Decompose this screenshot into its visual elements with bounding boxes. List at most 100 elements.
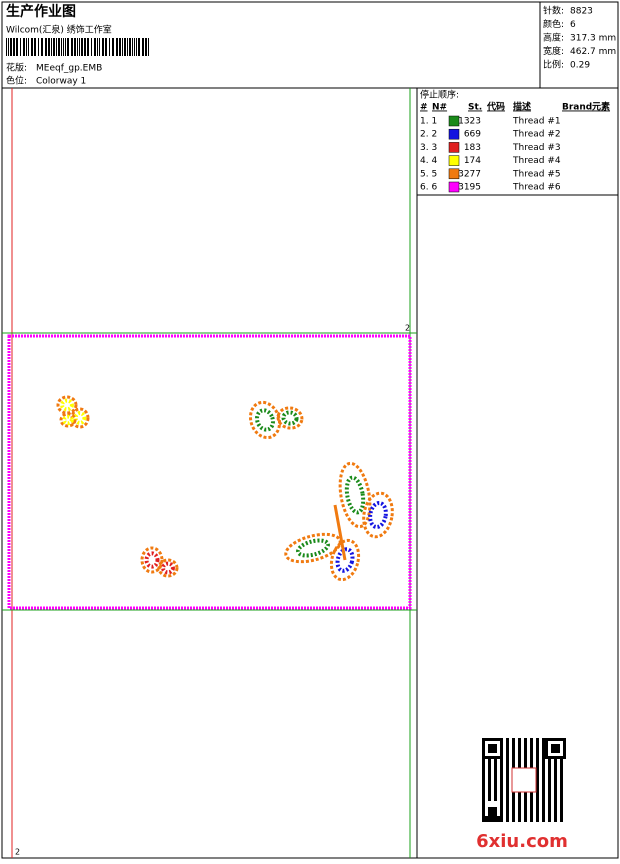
qr-cell — [494, 762, 497, 765]
qr-cell — [500, 756, 503, 759]
qr-cell — [548, 786, 551, 789]
marker: 2 — [15, 848, 20, 857]
qr-cell — [494, 792, 497, 795]
qr-cell — [548, 738, 551, 741]
qr-cell — [524, 741, 527, 744]
qr-cell — [500, 762, 503, 765]
qr-cell — [542, 765, 545, 768]
qr-cell — [500, 744, 503, 747]
qr-cell — [500, 819, 503, 822]
qr-cell — [524, 747, 527, 750]
qr-cell — [554, 804, 557, 807]
qr-cell — [554, 768, 557, 771]
qr-cell — [494, 816, 497, 819]
qr-cell — [482, 771, 485, 774]
bar — [81, 38, 83, 56]
qr-cell — [554, 765, 557, 768]
qr-cell — [494, 747, 497, 750]
qr-cell — [554, 756, 557, 759]
qr-cell — [482, 795, 485, 798]
qr-cell — [482, 744, 485, 747]
bar — [109, 38, 110, 56]
qr-cell — [491, 816, 494, 819]
wing-fill — [281, 410, 299, 426]
qr-cell — [506, 759, 509, 762]
bar — [145, 38, 147, 56]
qr-cell — [536, 771, 539, 774]
qr-cell — [548, 816, 551, 819]
qr-cell — [530, 807, 533, 810]
bar — [129, 38, 131, 56]
qr-cell — [500, 759, 503, 762]
qr-cell — [512, 762, 515, 765]
qr-cell — [530, 792, 533, 795]
qr-cell — [506, 774, 509, 777]
qr-cell — [554, 798, 557, 801]
qr-cell — [548, 792, 551, 795]
qr-cell — [545, 741, 548, 744]
qr-cell — [536, 750, 539, 753]
qr-cell — [557, 744, 560, 747]
qr-cell — [500, 738, 503, 741]
qr-cell — [491, 750, 494, 753]
qr-cell — [491, 819, 494, 822]
qr-cell — [524, 792, 527, 795]
qr-cell — [518, 756, 521, 759]
qr-cell — [551, 750, 554, 753]
qr-cell — [512, 759, 515, 762]
qr-cell — [551, 744, 554, 747]
qr-cell — [494, 750, 497, 753]
bar — [53, 38, 55, 56]
qr-cell — [524, 813, 527, 816]
qr-cell — [536, 774, 539, 777]
wing-fill — [60, 398, 74, 412]
qr-cell — [488, 759, 491, 762]
qr-cell — [506, 816, 509, 819]
qr-cell — [488, 807, 491, 810]
qr-cell — [500, 780, 503, 783]
qr-cell — [542, 786, 545, 789]
qr-cell — [518, 765, 521, 768]
qr-cell — [545, 750, 548, 753]
qr-cell — [488, 816, 491, 819]
qr-cell — [530, 753, 533, 756]
qr-cell — [482, 777, 485, 780]
qr-cell — [482, 741, 485, 744]
qr-cell — [536, 747, 539, 750]
qr-cell — [542, 768, 545, 771]
qr-cell — [500, 810, 503, 813]
qr-cell — [560, 819, 563, 822]
wing-fill — [335, 547, 355, 573]
bar — [136, 38, 137, 56]
qr-cell — [542, 750, 545, 753]
qr-cell — [482, 768, 485, 771]
qr-cell — [494, 807, 497, 810]
bar — [63, 38, 64, 56]
body — [333, 504, 347, 561]
column-header: N# — [432, 103, 447, 113]
qr-cell — [554, 777, 557, 780]
qr-cell — [494, 738, 497, 741]
bar — [79, 38, 80, 56]
qr-cell — [500, 777, 503, 780]
qr-cell — [494, 789, 497, 792]
qr-cell — [512, 813, 515, 816]
qr-cell — [554, 795, 557, 798]
qr-cell — [542, 762, 545, 765]
qr-cell — [545, 738, 548, 741]
qr-cell — [524, 759, 527, 762]
qr-cell — [512, 744, 515, 747]
qr-cell — [512, 810, 515, 813]
qr-cell — [554, 792, 557, 795]
qr-cell — [494, 813, 497, 816]
qr-cell — [554, 774, 557, 777]
qr-cell — [542, 774, 545, 777]
qr-cell — [512, 738, 515, 741]
qr-cell — [482, 753, 485, 756]
stat-label: 比例: — [543, 59, 564, 71]
qr-cell — [506, 741, 509, 744]
qr-cell — [530, 810, 533, 813]
wing — [140, 546, 164, 574]
qr-cell — [542, 738, 545, 741]
qr-cell — [491, 747, 494, 750]
